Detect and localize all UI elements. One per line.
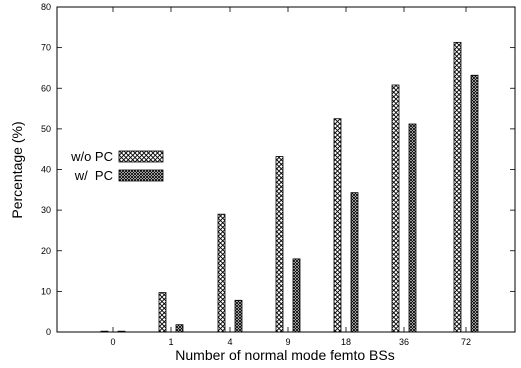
bar-series-1-4	[217, 213, 226, 333]
bar-series-1-0	[100, 330, 109, 333]
x-tick-label: 72	[461, 337, 471, 347]
bar-series-1-1	[158, 292, 167, 333]
x-tick-label: 36	[399, 337, 409, 347]
bars	[100, 41, 479, 333]
y-tick-label: 0	[46, 327, 51, 337]
y-axis-ticks: 0 10 20 30 40 50 60 70 80	[41, 2, 515, 337]
x-tick-label: 4	[227, 337, 232, 347]
bar-series-2-4	[234, 299, 243, 333]
y-tick-label: 40	[41, 165, 51, 175]
plot-frame	[56, 6, 516, 333]
y-tick-label: 80	[41, 2, 51, 12]
y-tick-label: 30	[41, 205, 51, 215]
x-tick-label: 9	[285, 337, 290, 347]
x-tick-label: 1	[168, 337, 173, 347]
bar-series-2-36	[408, 123, 417, 333]
x-axis-ticks: 0 1 4 9 18 36 72	[110, 7, 471, 347]
y-tick-label: 50	[41, 124, 51, 134]
bar-series-1-9	[275, 156, 284, 333]
y-axis-label: Percentage (%)	[9, 121, 25, 218]
x-tick-label: 18	[341, 337, 351, 347]
y-tick-label: 20	[41, 246, 51, 256]
legend-swatch-series-1	[118, 150, 164, 163]
legend-label-series-2: w/ PC	[74, 168, 113, 183]
bar-series-2-72	[470, 74, 479, 333]
y-tick-label: 70	[41, 43, 51, 53]
bar-series-2-9	[292, 258, 301, 333]
x-axis-label: Number of normal mode femto BSs	[175, 347, 394, 363]
bar-series-2-18	[350, 192, 359, 333]
x-tick-label: 0	[110, 337, 115, 347]
bar-series-2-1	[175, 324, 184, 333]
y-tick-label: 10	[41, 286, 51, 296]
bar-series-2-0	[117, 330, 126, 333]
legend: w/o PC w/ PC	[70, 149, 164, 183]
bar-series-1-18	[333, 118, 342, 333]
legend-label-series-1: w/o PC	[70, 149, 113, 164]
bar-series-1-36	[391, 84, 400, 333]
y-tick-label: 60	[41, 83, 51, 93]
bar-series-1-72	[453, 41, 462, 333]
legend-swatch-series-2	[118, 169, 164, 182]
